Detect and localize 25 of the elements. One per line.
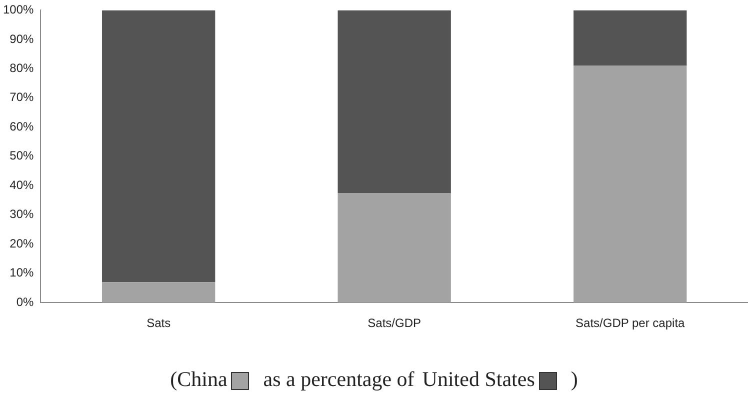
bar bbox=[102, 10, 216, 282]
legend-label: United States bbox=[422, 367, 535, 391]
y-tick-label: 10% bbox=[10, 266, 34, 280]
legend-label: China bbox=[177, 367, 228, 391]
bar bbox=[338, 192, 451, 303]
text: ( bbox=[170, 367, 178, 391]
bar bbox=[338, 10, 451, 193]
y-tick-label: 40% bbox=[10, 178, 34, 192]
bar bbox=[574, 10, 687, 66]
x-tick-label: Sats/GDP bbox=[368, 316, 422, 330]
y-tick-label: 30% bbox=[10, 207, 34, 222]
bar bbox=[102, 282, 216, 303]
y-tick-label: 50% bbox=[10, 148, 34, 163]
text: ) bbox=[570, 367, 578, 391]
x-tick-label: Sats/GDP per capita bbox=[576, 316, 686, 330]
x-tick-label: Sats bbox=[146, 316, 171, 330]
y-tick-label: 80% bbox=[10, 60, 34, 75]
bar bbox=[574, 66, 687, 303]
y-tick-label: 100% bbox=[2, 2, 34, 17]
y-tick-label: 0% bbox=[16, 294, 34, 309]
text: as a percentage of bbox=[263, 367, 414, 391]
y-tick-label: 20% bbox=[10, 236, 34, 250]
y-tick-label: 60% bbox=[10, 119, 34, 134]
y-tick-label: 70% bbox=[10, 90, 34, 104]
y-tick-label: 90% bbox=[10, 32, 34, 46]
